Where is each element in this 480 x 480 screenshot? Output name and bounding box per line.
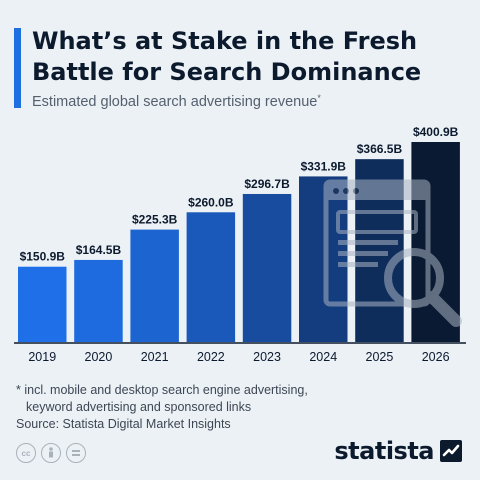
cc-icon[interactable]: cc: [16, 443, 36, 463]
x-tick-2024: 2024: [309, 350, 337, 364]
logo-text: statista: [334, 437, 434, 465]
no-derivatives-icon[interactable]: [66, 443, 86, 463]
bar-2023: [242, 193, 292, 342]
page-subtitle: Estimated global search advertising reve…: [32, 93, 321, 110]
statista-logo[interactable]: statista: [334, 437, 462, 465]
page-title: What’s at Stake in the Fresh Battle for …: [32, 27, 422, 86]
magnifier-icon: [384, 248, 444, 308]
license-icons: cc: [16, 443, 86, 463]
source-line: Source: Statista Digital Market Insights: [16, 417, 231, 431]
data-label-2022: $260.0B: [188, 195, 234, 209]
x-tick-2021: 2021: [141, 350, 169, 364]
data-label-2023: $296.7B: [244, 177, 290, 191]
accent-bar: [14, 28, 21, 108]
labels-layer: $150.9B $164.5B $225.3B $260.0B $296.7B $331.…: [20, 125, 459, 264]
data-label-2021: $225.3B: [132, 213, 178, 227]
bar-chart: $150.9B $164.5B $225.3B $260.0B $296.7B $331.…: [14, 125, 466, 364]
attribution-icon[interactable]: [41, 443, 61, 463]
bar-2020: [74, 259, 123, 342]
bar-2024: [299, 176, 348, 342]
x-tick-2020: 2020: [85, 350, 113, 364]
subtitle-marker: *: [317, 93, 321, 103]
browser-search-icon: [323, 179, 462, 327]
bar-2019: [18, 266, 67, 342]
bar-2021: [130, 229, 179, 342]
x-tick-2023: 2023: [253, 350, 281, 364]
bar-2022: [186, 212, 236, 342]
data-label-2024: $331.9B: [301, 159, 347, 173]
data-label-2025: $366.5B: [357, 142, 403, 156]
x-tick-2022: 2022: [197, 350, 225, 364]
footnote: * incl. mobile and desktop search engine…: [16, 382, 456, 433]
footnote-line-1: * incl. mobile and desktop search engine…: [16, 383, 308, 397]
statista-logo-icon: [440, 440, 462, 462]
footnote-line-2: keyword advertising and sponsored links: [26, 400, 252, 414]
x-tick-2025: 2025: [366, 350, 394, 364]
data-label-2020: $164.5B: [76, 243, 122, 257]
data-label-2019: $150.9B: [20, 250, 66, 264]
x-tick-2026: 2026: [422, 350, 450, 364]
data-label-2026: $400.9B: [413, 125, 459, 139]
ticks-layer: 2019 2020 2021 2022 2023 2024 2025 2026: [28, 350, 449, 364]
x-tick-2019: 2019: [28, 350, 56, 364]
subtitle-text: Estimated global search advertising reve…: [32, 94, 318, 110]
